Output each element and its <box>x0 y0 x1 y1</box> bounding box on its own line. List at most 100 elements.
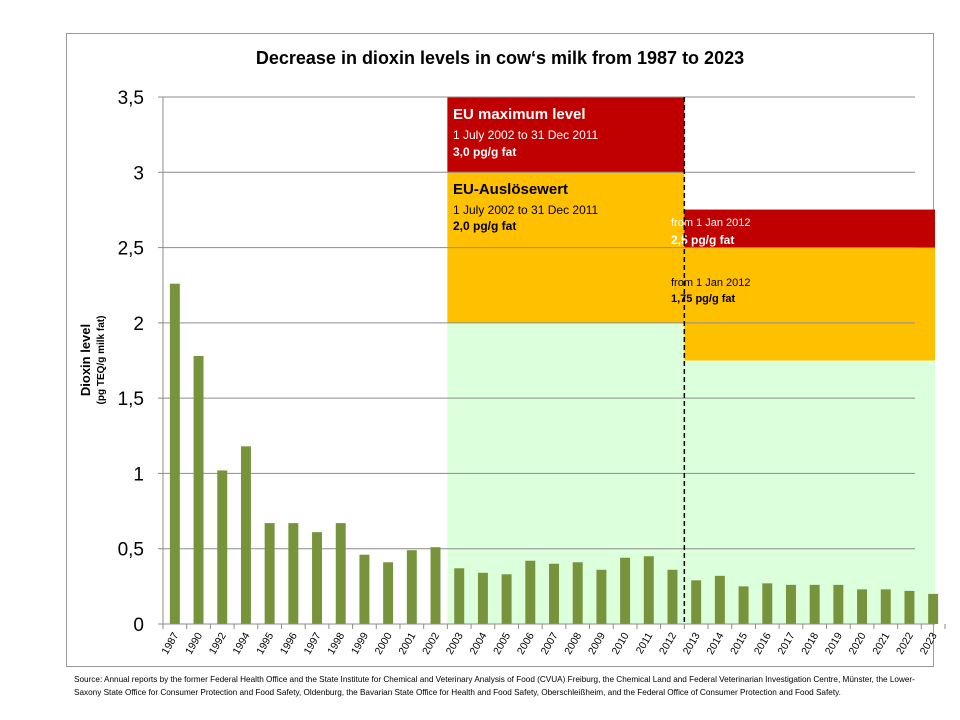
x-tick-label: 2009 <box>586 630 608 656</box>
y-axis-label: Dioxin level <box>78 324 93 396</box>
x-tick-label: 1997 <box>302 630 324 656</box>
x-tick-label: 1996 <box>278 630 300 656</box>
y-tick-label: 2,5 <box>118 239 144 260</box>
x-tick-label: 2015 <box>728 630 750 656</box>
bar-2009 <box>596 569 607 624</box>
chart-title: Decrease in dioxin levels in cow‘s milk … <box>256 48 744 68</box>
bar-1987 <box>169 283 180 624</box>
x-tick-label: 2019 <box>823 630 845 656</box>
x-tick-label: 1992 <box>207 630 229 656</box>
y-tick-labels: 0 0,5 1 1,5 2 2,5 3 3,5 <box>118 88 144 636</box>
bar-2008 <box>572 562 583 624</box>
gridlines <box>163 96 915 550</box>
x-tick-label: 2004 <box>467 630 489 656</box>
x-tick-label: 2013 <box>681 630 703 656</box>
bar-2019 <box>833 584 844 624</box>
x-tick-label: 2012 <box>657 630 679 656</box>
y-tick-label: 0 <box>133 615 144 636</box>
zone-red-2002 <box>447 97 685 173</box>
bar-2011 <box>643 556 654 624</box>
annotation-eu-max-2002: EU maximum level 1 July 2002 to 31 Dec 2… <box>453 106 599 159</box>
bar-2015 <box>738 586 749 624</box>
x-tick-label: 1995 <box>254 630 276 656</box>
annotation-eu-max-2012: from 1 Jan 2012 2,5 pg/g fat <box>671 217 751 247</box>
x-tick-label: 2002 <box>420 630 442 656</box>
x-tick-label: 2020 <box>847 630 869 656</box>
x-tick-label: 1998 <box>325 630 347 656</box>
x-tick-label: 2000 <box>373 630 395 656</box>
bar-1992 <box>217 470 228 624</box>
eu-max-2002-value: 3,0 pg/g fat <box>453 145 516 159</box>
x-tick-label: 2023 <box>918 630 940 656</box>
bar-2002 <box>430 547 441 624</box>
x-tick-labels: 1987 1990 1992 1994 1995 1996 1997 1998 1999 2000… <box>159 630 939 656</box>
x-tick-label: 2021 <box>870 630 892 656</box>
eu-trigger-2012-value: 1,75 pg/g fat <box>671 293 736 305</box>
x-tick-label: 2010 <box>610 630 632 656</box>
y-tick-label: 3 <box>133 163 144 184</box>
x-tick-label: 2005 <box>491 630 513 656</box>
x-tick-label: 2006 <box>515 630 537 656</box>
x-tick-label: 2016 <box>752 630 774 656</box>
eu-trigger-2002-period: 1 July 2002 to 31 Dec 2011 <box>453 203 599 217</box>
y-tick-label: 3,5 <box>118 88 144 109</box>
y-tick-label: 1,5 <box>118 389 144 410</box>
bar-1999 <box>359 554 370 624</box>
bar-2000 <box>383 562 394 624</box>
bar-2021 <box>880 589 891 624</box>
x-tick-label: 2003 <box>444 630 466 656</box>
zone-orange-2012 <box>684 247 935 361</box>
bar-2013 <box>691 580 702 624</box>
eu-trigger-2002-value: 2,0 pg/g fat <box>453 219 516 233</box>
bars <box>169 283 939 624</box>
x-tick-label: 1990 <box>183 630 205 656</box>
bar-2007 <box>549 563 559 624</box>
annotation-eu-trigger-2002: EU-Auslösewert 1 July 2002 to 31 Dec 201… <box>453 181 599 233</box>
annotation-eu-trigger-2012: from 1 Jan 2012 1,75 pg/g fat <box>671 277 751 305</box>
source-note: Source: Annual reports by the former Fed… <box>74 675 915 697</box>
bar-2014 <box>714 575 725 624</box>
x-tick-label: 1999 <box>349 630 371 656</box>
eu-trigger-2012-period: from 1 Jan 2012 <box>671 277 751 289</box>
x-tick-label: 2017 <box>775 630 797 656</box>
bar-2005 <box>501 574 512 624</box>
limit-zones <box>447 97 935 624</box>
eu-max-2012-period: from 1 Jan 2012 <box>671 217 751 229</box>
bar-2004 <box>477 572 488 624</box>
eu-max-2002-period: 1 July 2002 to 31 Dec 2011 <box>453 128 599 142</box>
eu-max-2012-value: 2,5 pg/g fat <box>671 233 734 247</box>
bar-1995 <box>264 523 275 624</box>
bar-2016 <box>762 583 773 624</box>
bar-2003 <box>454 568 465 624</box>
bar-2018 <box>809 584 820 624</box>
bar-1998 <box>335 523 346 624</box>
bar-1994 <box>240 446 251 624</box>
bar-2020 <box>857 589 868 624</box>
bar-2023 <box>928 593 939 624</box>
bar-2001 <box>406 550 417 624</box>
y-tick-label: 0,5 <box>118 540 144 561</box>
x-tick-label: 1994 <box>230 630 252 656</box>
zone-red-2012 <box>684 209 935 248</box>
x-tick-label: 2007 <box>539 630 561 656</box>
bar-1990 <box>193 355 204 624</box>
x-tick-label: 2018 <box>799 630 821 656</box>
x-tick-label: 2011 <box>634 630 656 656</box>
x-tick-label: 2022 <box>894 630 916 656</box>
x-tick-label: 2008 <box>562 630 584 656</box>
zone-green-2012 <box>684 360 935 624</box>
bar-2006 <box>525 560 536 624</box>
y-axis-unit: (pg TEQ/g milk fat) <box>96 316 107 405</box>
eu-trigger-2002-title: EU-Auslösewert <box>453 181 568 198</box>
bar-2012 <box>667 569 678 624</box>
eu-max-2002-title: EU maximum level <box>453 106 586 123</box>
bar-2010 <box>620 557 631 624</box>
y-tick-label: 2 <box>133 314 144 335</box>
bar-1996 <box>288 523 299 624</box>
x-tick-label: 2001 <box>396 630 418 656</box>
bar-2017 <box>785 584 796 624</box>
x-tick-label: 2014 <box>704 630 726 656</box>
bar-1997 <box>312 532 323 624</box>
bar-2022 <box>904 590 915 624</box>
